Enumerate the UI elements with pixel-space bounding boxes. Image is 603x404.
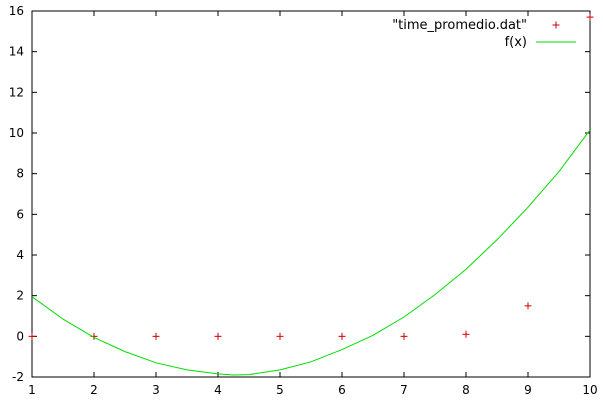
fx-curve bbox=[32, 129, 590, 376]
x-tick-label: 4 bbox=[214, 383, 222, 397]
data-point bbox=[276, 332, 284, 340]
y-tick-label: 10 bbox=[9, 126, 24, 140]
x-tick-label: 10 bbox=[582, 383, 597, 397]
x-tick-labels: 1 2 3 4 5 6 7 8 9 10 bbox=[28, 383, 597, 397]
legend: "time_promedio.dat" f(x) bbox=[392, 18, 576, 50]
series-layer bbox=[28, 13, 594, 376]
x-tick-label: 6 bbox=[338, 383, 346, 397]
data-point bbox=[152, 332, 160, 340]
axis-ticks bbox=[31, 10, 591, 378]
x-tick-label: 2 bbox=[90, 383, 98, 397]
y-tick-label: 0 bbox=[16, 329, 24, 343]
y-tick-label: 6 bbox=[16, 207, 24, 221]
data-point bbox=[400, 332, 408, 340]
plot-border bbox=[31, 10, 591, 378]
y-tick-label: -2 bbox=[12, 370, 24, 384]
y-tick-label: 8 bbox=[16, 167, 24, 181]
legend-marker bbox=[552, 21, 560, 29]
y-tick-label: 14 bbox=[9, 45, 24, 59]
data-point bbox=[214, 332, 222, 340]
data-point bbox=[462, 330, 470, 338]
y-tick-label: 2 bbox=[16, 289, 24, 303]
data-point bbox=[586, 13, 594, 21]
x-tick-label: 3 bbox=[152, 383, 160, 397]
y-tick-label: 4 bbox=[16, 248, 24, 262]
x-tick-label: 8 bbox=[462, 383, 470, 397]
data-point bbox=[28, 332, 36, 340]
y-tick-label: 16 bbox=[9, 4, 24, 18]
y-tick-label: 12 bbox=[9, 85, 24, 99]
data-point bbox=[524, 302, 532, 310]
x-tick-label: 7 bbox=[400, 383, 408, 397]
data-point bbox=[338, 332, 346, 340]
x-tick-label: 5 bbox=[276, 383, 284, 397]
x-tick-label: 1 bbox=[28, 383, 36, 397]
y-tick-labels: -2 0 2 4 6 8 10 12 14 16 bbox=[9, 4, 24, 384]
x-tick-label: 9 bbox=[524, 383, 532, 397]
legend-label: "time_promedio.dat" bbox=[392, 18, 527, 33]
legend-label: f(x) bbox=[505, 35, 527, 50]
